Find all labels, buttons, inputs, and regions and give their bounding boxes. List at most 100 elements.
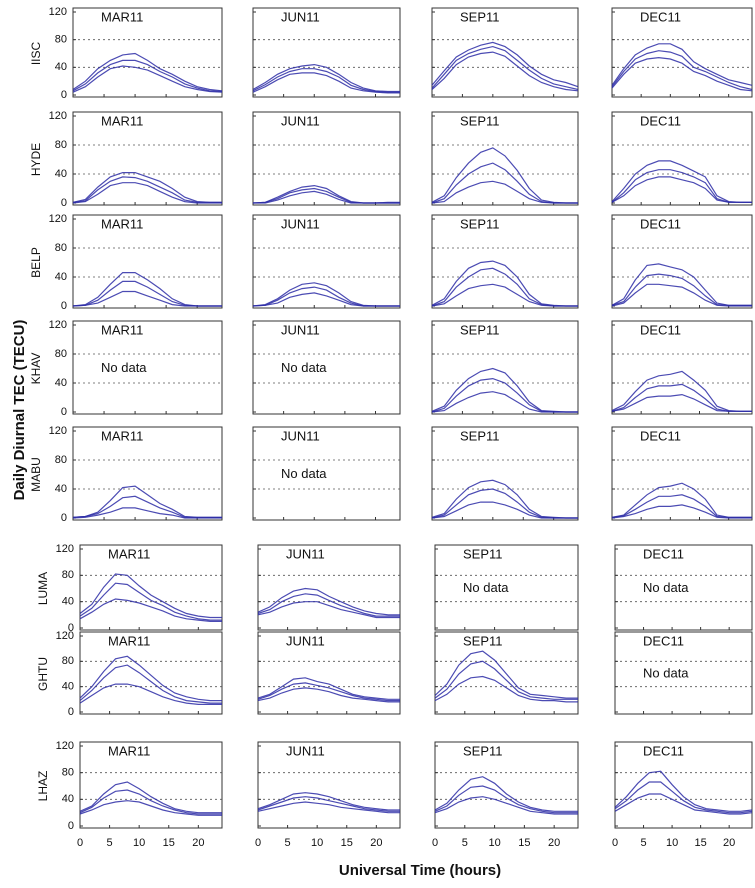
panel-frame (257, 741, 401, 829)
station-label: BELP (29, 247, 43, 278)
panel-title: JUN11 (286, 743, 325, 758)
panel-title: SEP11 (463, 633, 503, 648)
tec-curve (611, 43, 753, 86)
panel-title: MAR11 (108, 546, 150, 561)
tec-curve (611, 263, 752, 306)
panel-title: DEC11 (640, 322, 681, 337)
y-tick-label: 0 (68, 820, 74, 832)
y-tick-label: 80 (55, 348, 67, 360)
tec-curve (257, 677, 400, 700)
tec-curve (611, 169, 752, 203)
panel-title: SEP11 (460, 216, 500, 231)
tec-curve (257, 792, 400, 811)
annotation: No data (281, 466, 327, 481)
tec-curve (431, 501, 578, 519)
station-label: KHAV (29, 353, 43, 385)
y-tick-label: 80 (62, 655, 74, 667)
x-tick-label: 10 (488, 837, 500, 849)
tec-curve (611, 393, 752, 412)
tec-curve (72, 290, 222, 307)
x-tick-label: 5 (462, 837, 468, 849)
tec-curve (434, 675, 578, 703)
y-tick-label: 120 (49, 319, 67, 331)
panel-frame (257, 544, 401, 631)
panel-frame (431, 7, 579, 98)
station-label: GHTU (36, 657, 50, 691)
panel-frame (611, 111, 753, 206)
y-tick-label: 120 (56, 543, 74, 555)
station-label: HYDE (29, 143, 43, 176)
panel-frame (72, 426, 223, 521)
tec-curve (257, 801, 400, 814)
y-tick-label: 120 (49, 6, 67, 18)
tec-curve (252, 63, 400, 93)
x-tick-label: 0 (612, 837, 618, 849)
panel-frame (434, 741, 579, 829)
y-tick-label: 80 (62, 569, 74, 581)
tec-curve (72, 59, 223, 93)
x-tick-label: 15 (518, 837, 530, 849)
tec-curve (257, 593, 400, 617)
y-tick-label: 120 (56, 630, 74, 642)
x-tick-label: 0 (77, 837, 83, 849)
panel-title: DEC11 (640, 428, 681, 443)
tec-curve (431, 488, 578, 519)
tec-curve (79, 664, 222, 704)
tec-curve (431, 367, 578, 413)
y-tick-label: 0 (61, 197, 67, 209)
tec-curve (434, 660, 578, 700)
y-tick-label: 80 (55, 454, 67, 466)
tec-curve (611, 494, 752, 518)
tec-curve (431, 283, 578, 307)
x-tick-label: 20 (370, 837, 382, 849)
panel-frame (611, 320, 753, 415)
panel-frame (79, 631, 223, 715)
y-tick-label: 40 (62, 596, 74, 608)
panel-frame (611, 7, 753, 98)
panel-frame (72, 320, 223, 415)
y-tick-label: 40 (55, 483, 67, 495)
tec-curve (79, 655, 222, 702)
panel-title: JUN11 (286, 633, 325, 648)
tec-curve (72, 52, 223, 92)
tec-curve (72, 182, 222, 204)
tec-curve (431, 45, 579, 91)
tec-curve (72, 65, 223, 93)
y-tick-label: 0 (61, 300, 67, 312)
x-tick-label: 5 (285, 837, 291, 849)
panel-title: JUN11 (286, 546, 325, 561)
y-tick-label: 0 (61, 406, 67, 418)
panel-title: MAR11 (108, 743, 150, 758)
panel-title: JUN11 (281, 113, 320, 128)
tec-curve (431, 147, 578, 204)
panel-frame (431, 214, 579, 309)
panel-title: MAR11 (101, 113, 143, 128)
panel-frame (434, 631, 579, 715)
x-tick-label: 15 (695, 837, 707, 849)
tec-curve (614, 793, 753, 815)
tec-curve (72, 507, 222, 519)
tec-curve (79, 800, 222, 816)
y-tick-label: 80 (55, 34, 67, 46)
panel-title: MAR11 (108, 633, 150, 648)
tec-curve (257, 687, 400, 703)
panel-frame (611, 426, 753, 521)
station-label: LHAZ (36, 771, 50, 802)
panel-title: DEC11 (643, 633, 684, 648)
tec-curve (611, 383, 752, 412)
panel-frame (72, 214, 223, 309)
tec-curve (611, 56, 753, 92)
tec-curve (431, 162, 578, 204)
tec-curve (72, 280, 222, 307)
tec-curve (257, 587, 400, 616)
tec-curve (72, 172, 222, 203)
figure-y-label: Daily Diurnal TEC (TECU) (11, 320, 28, 501)
panel-title: JUN11 (281, 428, 320, 443)
tec-curve (431, 41, 579, 88)
panel-frame (257, 631, 401, 715)
y-tick-label: 0 (68, 622, 74, 634)
panel-title: SEP11 (463, 546, 503, 561)
station-label: IISC (29, 42, 43, 66)
